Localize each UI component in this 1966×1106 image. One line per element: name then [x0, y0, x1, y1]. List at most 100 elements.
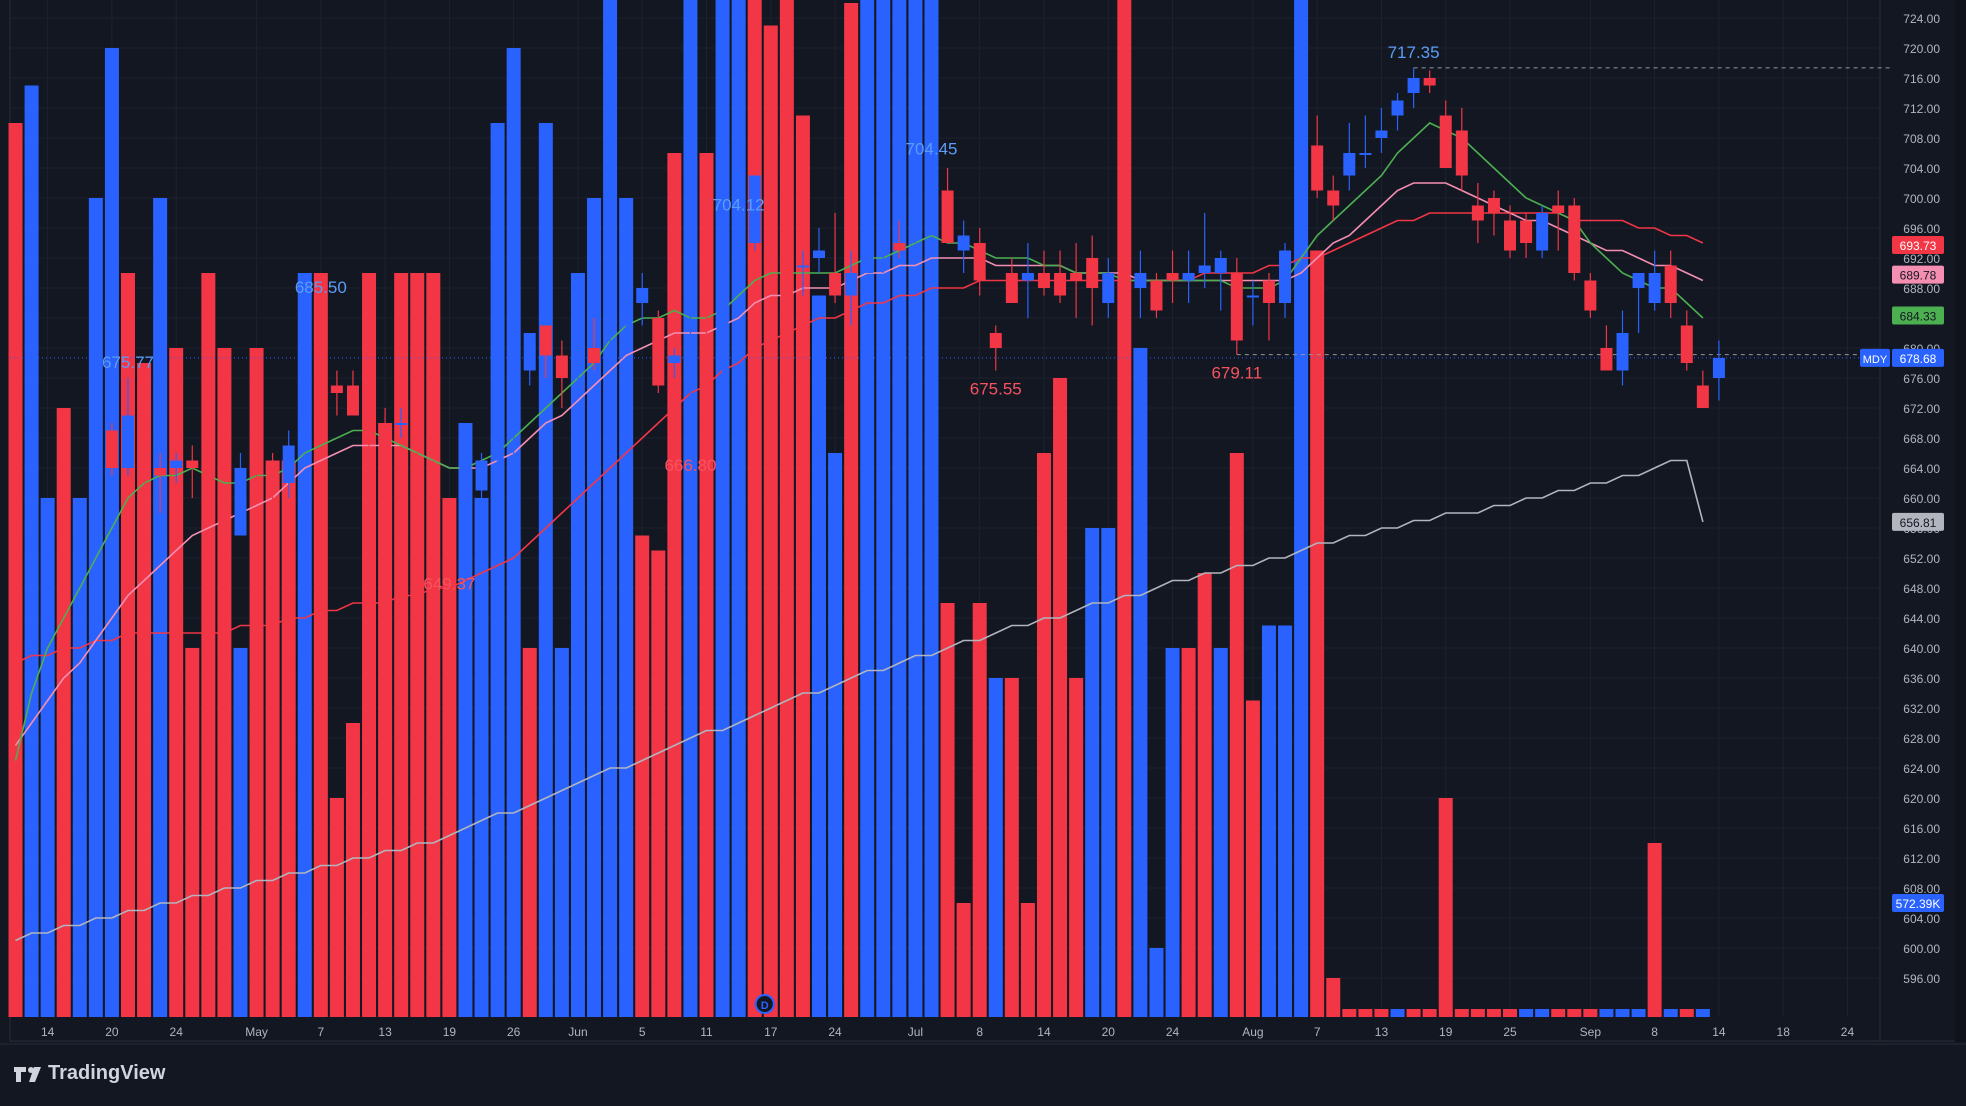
candle-body[interactable] [1375, 130, 1388, 139]
candle-body[interactable] [459, 460, 472, 559]
candle-body[interactable] [1423, 78, 1436, 86]
candle-body[interactable] [105, 430, 118, 469]
candle-body[interactable] [604, 295, 617, 319]
candle-body[interactable] [1230, 273, 1243, 341]
candle-body[interactable] [25, 565, 38, 619]
candle-body[interactable] [523, 333, 536, 371]
candle-body[interactable] [1632, 273, 1645, 288]
candle-body[interactable] [716, 273, 729, 371]
candle-body[interactable] [796, 265, 809, 268]
candle-body[interactable] [1262, 280, 1275, 304]
candle-body[interactable] [1407, 78, 1420, 93]
dividend-icon[interactable] [754, 994, 775, 1014]
candle-body[interactable] [684, 340, 697, 343]
candle-body[interactable] [588, 348, 601, 363]
candle-body[interactable] [1471, 205, 1484, 221]
candle-body[interactable] [1279, 250, 1292, 304]
candle-body[interactable] [909, 220, 922, 229]
candle-body[interactable] [250, 445, 263, 469]
candle-body[interactable] [941, 190, 954, 244]
tradingview-brand[interactable]: TradingView [12, 1062, 165, 1085]
candle-body[interactable] [170, 460, 183, 469]
candle-body[interactable] [1037, 273, 1050, 288]
candle-body[interactable] [1118, 265, 1131, 326]
candle-body[interactable] [668, 355, 681, 364]
candle-body[interactable] [1070, 273, 1083, 281]
candle-body[interactable] [555, 355, 568, 379]
candle-body[interactable] [1343, 153, 1356, 176]
candle-body[interactable] [893, 243, 906, 251]
candle-body[interactable] [1504, 220, 1517, 251]
candle-body[interactable] [395, 423, 408, 425]
candle-body[interactable] [330, 385, 343, 394]
candle-body[interactable] [1327, 190, 1340, 206]
candle-body[interactable] [1552, 205, 1565, 214]
candle-body[interactable] [973, 243, 986, 281]
candle-body[interactable] [877, 235, 890, 251]
candle-body[interactable] [1536, 213, 1549, 251]
candle-body[interactable] [780, 243, 793, 303]
candle-body[interactable] [861, 250, 874, 274]
candle-body[interactable] [379, 423, 392, 453]
candle-body[interactable] [813, 250, 825, 259]
candle-body[interactable] [89, 430, 102, 484]
candle-body[interactable] [138, 415, 151, 469]
candle-body[interactable] [1246, 295, 1259, 298]
candle-body[interactable] [298, 333, 311, 356]
candle-body[interactable] [234, 468, 247, 536]
candle-body[interactable] [764, 213, 777, 236]
candle-body[interactable] [282, 445, 295, 484]
candle-body[interactable] [475, 460, 488, 491]
candle-body[interactable] [1054, 273, 1067, 296]
candle-body[interactable] [1455, 130, 1468, 176]
candle-body[interactable] [652, 318, 665, 386]
candle-body[interactable] [732, 243, 745, 258]
candle-body[interactable] [1295, 145, 1308, 229]
candle-body[interactable] [57, 550, 70, 559]
candle-body[interactable] [1182, 273, 1195, 281]
candle-body[interactable] [1311, 145, 1324, 191]
candle-body[interactable] [507, 415, 520, 431]
candle-body[interactable] [1198, 265, 1211, 274]
price-badge[interactable] [1892, 348, 1944, 367]
price-badge[interactable] [1892, 265, 1944, 284]
candle-body[interactable] [1439, 115, 1452, 169]
candle-body[interactable] [1664, 265, 1677, 304]
candle-body[interactable] [1005, 273, 1018, 303]
candle-body[interactable] [1391, 100, 1404, 116]
candle-body[interactable] [1600, 348, 1613, 371]
candle-body[interactable] [1680, 325, 1693, 364]
candle-body[interactable] [346, 385, 359, 416]
candle-body[interactable] [1648, 273, 1661, 303]
candle-body[interactable] [1086, 258, 1099, 288]
candle-body[interactable] [491, 430, 504, 461]
price-badge[interactable] [1892, 306, 1944, 325]
candle-body[interactable] [700, 340, 713, 379]
candle-body[interactable] [427, 475, 440, 499]
candle-body[interactable] [218, 505, 231, 536]
symbol-tag[interactable] [1860, 348, 1890, 367]
candle-body[interactable] [202, 468, 215, 506]
candle-body[interactable] [314, 310, 327, 409]
candle-body[interactable] [925, 175, 938, 221]
candle-body[interactable] [571, 340, 584, 356]
candle-body[interactable] [957, 235, 970, 251]
price-badge[interactable] [1892, 236, 1944, 255]
candle-body[interactable] [363, 408, 376, 438]
candle-body[interactable] [1696, 385, 1709, 409]
candle-body[interactable] [1487, 198, 1500, 213]
candle-body[interactable] [154, 468, 167, 476]
candle-body[interactable] [845, 273, 858, 296]
candle-body[interactable] [9, 603, 22, 618]
candle-body[interactable] [1021, 273, 1034, 281]
candle-body[interactable] [620, 295, 633, 326]
candle-body[interactable] [1584, 280, 1597, 311]
candle-body[interactable] [41, 550, 54, 559]
candle-body[interactable] [1102, 273, 1115, 303]
candle-body[interactable] [1616, 333, 1629, 371]
candle-body[interactable] [989, 333, 1002, 348]
candle-body[interactable] [1134, 273, 1147, 288]
candle-body[interactable] [1150, 280, 1163, 311]
candle-body[interactable] [1359, 153, 1372, 155]
